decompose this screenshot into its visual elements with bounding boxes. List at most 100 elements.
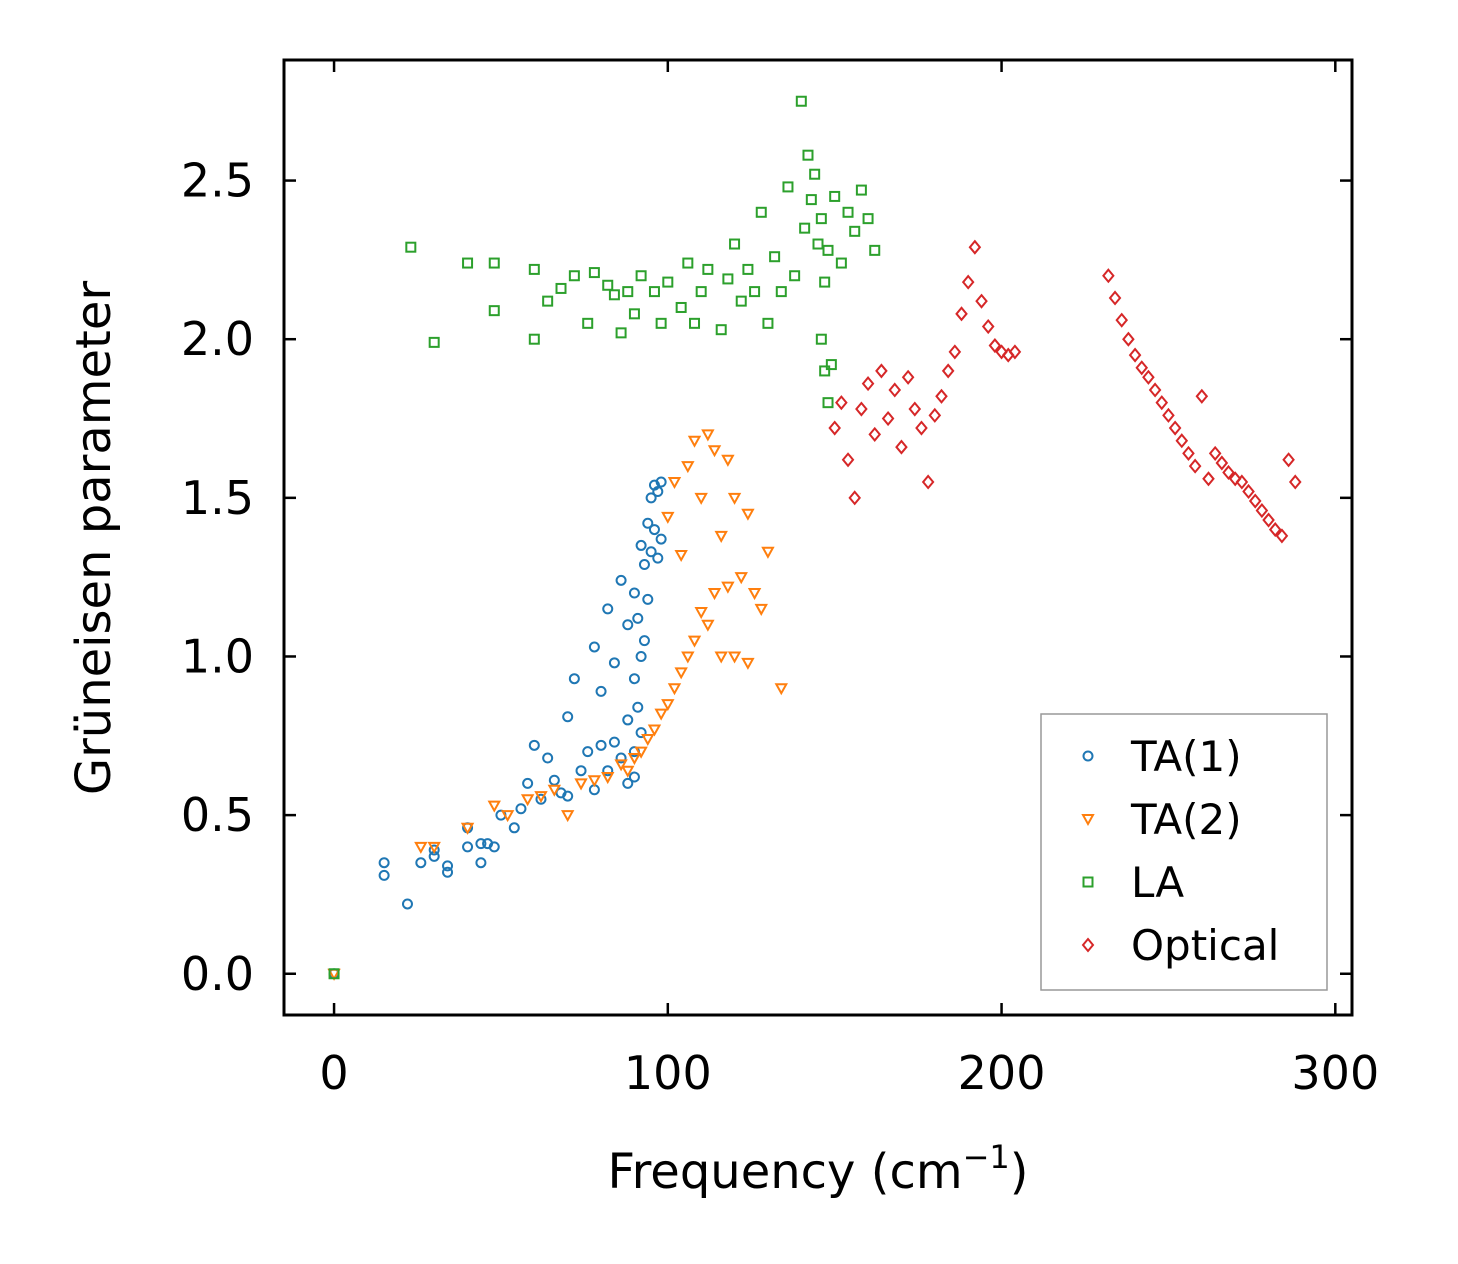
data-point [654, 708, 668, 721]
data-point [681, 651, 695, 664]
data-point [915, 420, 928, 436]
data-point [1162, 407, 1175, 423]
data-point [475, 838, 487, 850]
data-point [515, 803, 527, 815]
data-point [621, 765, 635, 778]
data-point [628, 587, 640, 599]
data-point [1102, 268, 1115, 284]
data-point [582, 317, 594, 329]
data-point [535, 793, 547, 805]
y-tick-label: 2.0 [181, 312, 254, 366]
x-tick-label: 100 [624, 1046, 712, 1100]
data-point [681, 461, 695, 474]
data-point [378, 857, 390, 869]
data-point [782, 181, 794, 193]
data-point [948, 344, 962, 360]
data-point [747, 588, 762, 601]
data-point [1235, 474, 1249, 490]
data-point [508, 822, 520, 834]
data-point [1262, 512, 1275, 528]
series-ta-1- [328, 476, 667, 980]
data-point [635, 539, 647, 551]
data-point [602, 765, 614, 777]
data-point [608, 736, 620, 748]
data-point [428, 336, 440, 348]
data-point [812, 238, 824, 250]
data-point [405, 241, 417, 253]
data-point [642, 517, 654, 529]
y-tick-label: 1.0 [181, 629, 254, 683]
data-point [855, 401, 868, 417]
data-point [628, 308, 640, 320]
x-axis-label: Frequency (cm−1) [607, 1138, 1028, 1200]
data-point [1182, 445, 1195, 461]
data-point [595, 685, 607, 697]
data-point [861, 376, 875, 392]
data-point [695, 286, 707, 298]
data-point [442, 860, 454, 872]
legend-entry: Optical [1081, 921, 1279, 970]
x-axis: 0 100 200 300 [319, 60, 1379, 1100]
data-point [534, 791, 548, 804]
data-point [701, 429, 715, 442]
data-point [674, 549, 688, 563]
data-point [667, 683, 682, 696]
data-point [1122, 331, 1135, 347]
data-point [1228, 471, 1242, 487]
data-point [401, 898, 413, 910]
data-point [815, 333, 827, 345]
data-point [652, 485, 664, 497]
data-point [921, 474, 935, 490]
data-point [742, 263, 754, 275]
data-point [769, 251, 781, 263]
data-point [674, 667, 688, 680]
y-axis: 0.0 0.5 1.0 1.5 2.0 2.5 [181, 154, 1352, 1001]
data-point [661, 699, 675, 712]
data-point [645, 492, 657, 504]
data-point [795, 95, 807, 107]
data-point [522, 777, 534, 789]
data-point [622, 286, 634, 298]
data-point [595, 739, 607, 751]
data-point [881, 410, 895, 427]
data-point [641, 733, 655, 747]
data-point [428, 844, 440, 856]
data-point [645, 546, 657, 558]
data-point [1115, 312, 1129, 328]
data-point [941, 363, 955, 379]
data-point [560, 810, 575, 823]
data-point [975, 293, 988, 309]
data-point [789, 270, 801, 282]
data-point [614, 759, 628, 772]
data-point [721, 581, 735, 594]
data-point [648, 524, 660, 536]
data-point [622, 714, 634, 726]
legend-label: TA(2) [1130, 795, 1242, 844]
data-point [608, 289, 620, 301]
data-point [901, 369, 915, 385]
data-point [841, 452, 855, 468]
data-point [714, 651, 728, 664]
data-point [935, 388, 948, 404]
data-point [1135, 360, 1149, 376]
data-point [642, 593, 654, 605]
data-point [602, 603, 614, 615]
data-point [995, 344, 1008, 360]
data-point [555, 282, 567, 294]
data-point [622, 777, 634, 789]
data-point [462, 257, 474, 269]
data-point [638, 635, 650, 647]
y-axis-label: Grüneisen parameter [66, 281, 122, 796]
data-point [775, 286, 787, 298]
data-point [1255, 502, 1269, 519]
data-point [702, 263, 714, 275]
data-point [442, 866, 454, 878]
data-point [1108, 290, 1122, 306]
data-point [548, 774, 560, 786]
data-point [568, 270, 580, 282]
data-point [632, 612, 644, 624]
data-point [855, 184, 867, 196]
legend-entry: TA(1) [1082, 732, 1242, 781]
data-point [908, 401, 922, 417]
data-point [562, 711, 574, 723]
